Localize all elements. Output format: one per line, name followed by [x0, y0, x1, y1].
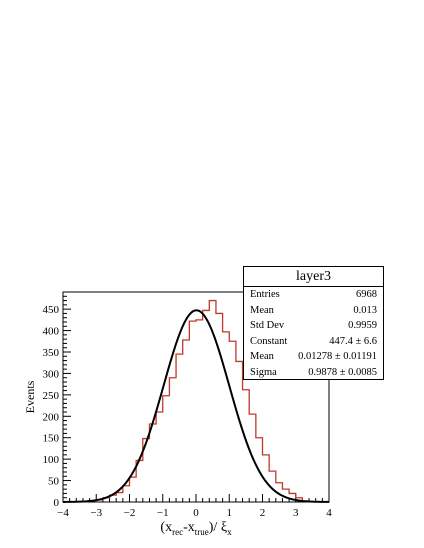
x-label-part: (x	[160, 520, 172, 535]
stats-value: 6968	[356, 289, 377, 300]
x-label-sub-x: x	[227, 527, 232, 537]
stats-row: Std Dev 0.9959	[244, 318, 383, 334]
stats-value: 0.013	[353, 304, 377, 316]
x-tick-label: −1	[157, 507, 169, 519]
y-axis: 0 50 100 150 200 250 300 350 400 450	[43, 291, 71, 509]
x-label-part: )/ ξ	[209, 520, 227, 535]
stats-value: 0.9878 ± 0.0085	[308, 366, 377, 378]
y-tick-label: 100	[43, 454, 60, 466]
gaussian-fit-curve	[62, 309, 330, 503]
y-tick-label: 350	[43, 347, 60, 359]
x-axis-label: (xrec-xtrue)/ ξx	[160, 520, 232, 537]
stats-label: Mean	[250, 351, 274, 362]
stats-label: Sigma	[250, 366, 277, 378]
stats-row: Sigma 0.9878 ± 0.0085	[244, 365, 383, 381]
y-tick-label: 400	[43, 326, 60, 338]
x-tick-label: −3	[90, 507, 102, 519]
stats-label: Mean	[250, 304, 274, 316]
stats-row: Constant 447.4 ± 6.6	[244, 334, 383, 350]
x-tick-label: 2	[260, 507, 266, 519]
x-tick-label: 3	[293, 507, 299, 519]
stats-value: 0.01278 ± 0.01191	[298, 351, 377, 362]
stats-label: Std Dev	[250, 320, 285, 331]
x-tick-label: 4	[326, 507, 332, 519]
y-tick-label: 0	[54, 497, 60, 509]
stats-label: Entries	[250, 289, 280, 300]
y-axis-label: Events	[23, 380, 37, 413]
x-label-sub-true: true	[195, 527, 209, 537]
y-tick-label: 450	[43, 304, 60, 316]
x-axis: −4 −3 −2 −1 0 1 2 3 4	[57, 494, 332, 519]
stats-value: 0.9959	[348, 320, 377, 331]
stats-title: layer3	[244, 267, 383, 287]
stats-box: layer3 Entries 6968 Mean 0.013 Std Dev 0.99…	[243, 266, 384, 380]
x-label-part: -x	[183, 520, 195, 535]
y-tick-label: 200	[43, 411, 60, 423]
stats-label: Constant	[250, 335, 288, 347]
x-tick-label: −4	[57, 507, 69, 519]
y-tick-label: 300	[43, 368, 60, 380]
x-tick-label: −2	[124, 507, 136, 519]
y-tick-label: 150	[43, 433, 60, 445]
y-tick-label: 50	[48, 476, 60, 488]
x-tick-label: 0	[193, 507, 199, 519]
stats-row: Entries 6968	[244, 287, 383, 303]
x-label-sub-rec: rec	[172, 527, 183, 537]
stats-value: 447.4 ± 6.6	[329, 335, 377, 347]
histogram-series	[95, 299, 304, 502]
stats-row: Mean 0.013	[244, 303, 383, 319]
stats-row: Mean 0.01278 ± 0.01191	[244, 349, 383, 365]
x-tick-label: 1	[227, 507, 233, 519]
y-tick-label: 250	[43, 390, 60, 402]
